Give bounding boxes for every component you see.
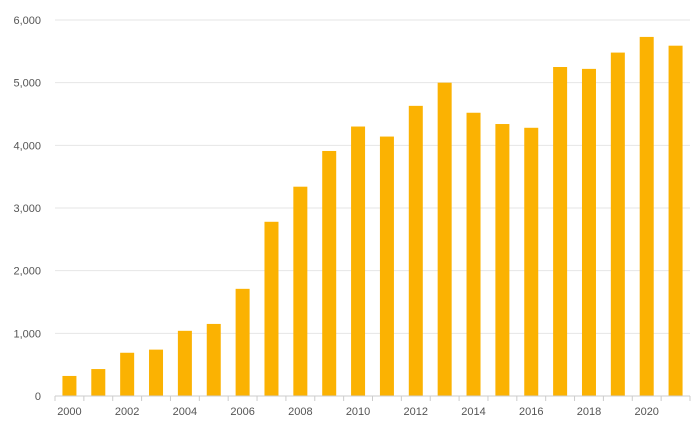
bar-2016 [524,127,539,396]
bar-2018 [581,68,596,396]
x-tick-label-2004: 2004 [173,406,197,418]
bar-2010 [351,126,366,397]
bar-2004 [177,330,192,396]
x-tick-label-2018: 2018 [577,406,601,418]
y-tick-label: 4,000 [13,140,41,152]
x-tick-label-2010: 2010 [346,406,370,418]
x-tick-label-2014: 2014 [461,406,485,418]
x-tick-label-2000: 2000 [57,406,81,418]
y-tick-label: 6,000 [13,15,41,27]
y-axis-tick-labels: 0 1,000 2,000 3,000 4,000 5,000 6,000 [13,15,41,403]
y-tick-label: 2,000 [13,266,41,278]
x-tick-label-2008: 2008 [288,406,312,418]
bar-2005 [206,323,221,396]
bar-2001 [91,369,106,396]
y-tick-label: 0 [35,391,41,403]
bar-2009 [322,150,337,396]
y-tick-label: 5,000 [13,78,41,90]
x-tick-label-2012: 2012 [404,406,428,418]
bars [62,36,683,397]
bar-2020 [639,36,654,397]
bar-2011 [379,136,394,396]
y-tick-label: 1,000 [13,328,41,340]
bar-2006 [235,288,250,396]
x-tick-label-2016: 2016 [519,406,543,418]
x-axis-tick-labels: 2000 2002 2004 2006 2008 2010 2012 2014 2016 2018… [57,406,659,418]
bar-2012 [408,105,423,396]
bar-2021 [668,45,683,397]
y-tick-label: 3,000 [13,203,41,215]
x-tick-label-2020: 2020 [634,406,658,418]
bar-2013 [437,82,452,397]
x-tick-label-2002: 2002 [115,406,139,418]
bar-2002 [120,352,135,396]
x-axis [54,395,691,401]
x-tick-label-2006: 2006 [230,406,254,418]
bar-2015 [495,124,510,396]
bar-2003 [149,349,164,396]
bar-2008 [293,186,308,396]
bar-2019 [610,52,625,396]
bar-2000 [62,375,77,396]
bar-2014 [466,112,481,396]
bar-2007 [264,221,279,396]
bar-2017 [553,67,568,396]
